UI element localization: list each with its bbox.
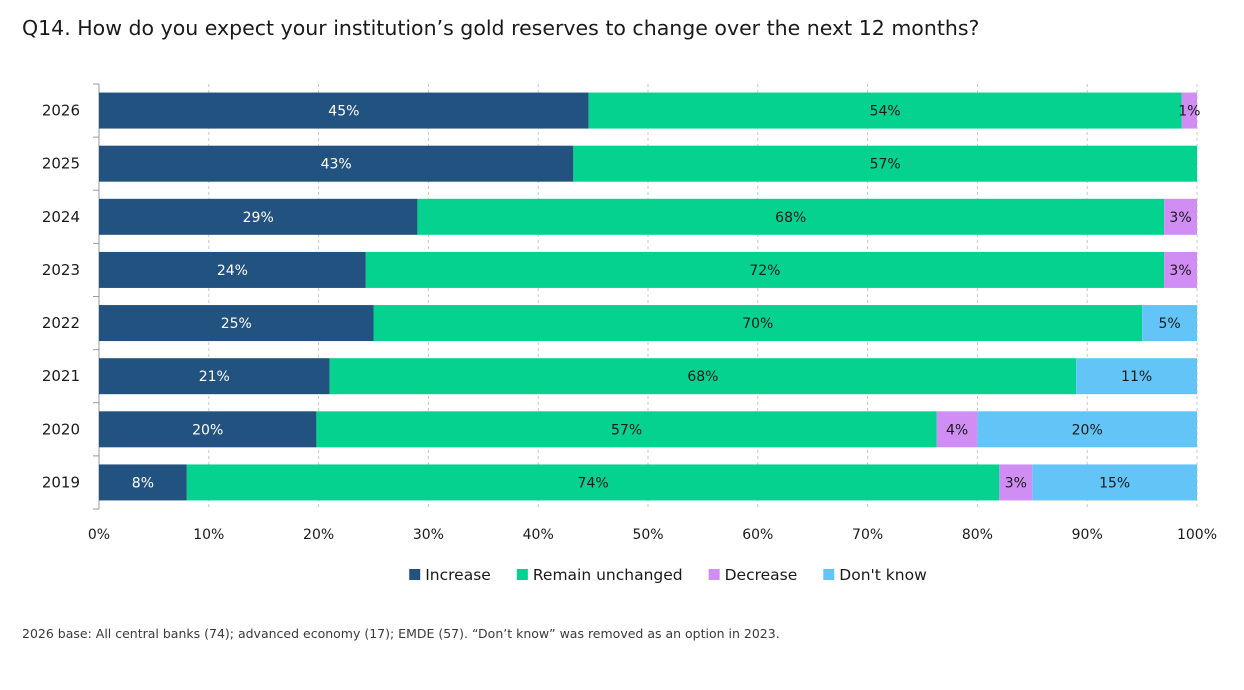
bar-segment: [99, 464, 187, 501]
bar-segment: [1181, 92, 1197, 129]
category-label: 2020: [42, 420, 80, 438]
legend-swatch: [823, 569, 835, 580]
data-label: 5%: [1158, 316, 1180, 332]
bar-segment: [936, 411, 978, 448]
category-label: 2026: [42, 102, 80, 120]
data-label: 3%: [1169, 263, 1191, 279]
category-label: 2025: [42, 155, 80, 173]
bar-segment: [588, 92, 1182, 129]
data-label: 3%: [1169, 210, 1191, 226]
data-label: 8%: [132, 475, 154, 491]
bar-segment: [99, 358, 330, 395]
data-label: 43%: [321, 157, 352, 173]
data-label: 15%: [1099, 475, 1130, 491]
x-tick-label: 20%: [303, 527, 334, 543]
legend-label: Decrease: [725, 566, 798, 584]
bar-segment: [1164, 198, 1197, 235]
legend-label: Don't know: [839, 566, 927, 584]
category-label: 2021: [42, 367, 80, 385]
bar-segment: [1142, 305, 1197, 342]
data-label: 11%: [1121, 369, 1152, 385]
data-label: 70%: [742, 316, 773, 332]
data-label: 74%: [578, 475, 609, 491]
legend-label: Remain unchanged: [533, 566, 683, 584]
bar-segment: [1164, 251, 1197, 288]
bar-segment: [99, 92, 589, 129]
bar-segment: [99, 145, 574, 182]
data-label: 68%: [775, 210, 806, 226]
category-label: 2019: [42, 473, 80, 491]
bar-segment: [365, 251, 1165, 288]
x-tick-label: 50%: [632, 527, 663, 543]
legend-swatch: [708, 569, 720, 580]
chart-title: Q14. How do you expect your institution’…: [22, 16, 980, 40]
footnote: 2026 base: All central banks (74); advan…: [22, 626, 780, 641]
data-label: 20%: [1072, 422, 1103, 438]
x-tick-label: 80%: [962, 527, 993, 543]
bar-segment: [373, 305, 1143, 342]
x-tick-label: 90%: [1072, 527, 1103, 543]
bar-segment: [573, 145, 1197, 182]
data-label: 20%: [192, 422, 223, 438]
data-label: 57%: [611, 422, 642, 438]
x-tick-label: 10%: [193, 527, 224, 543]
bar-segment: [999, 464, 1033, 501]
bar-segment: [1032, 464, 1197, 501]
bar-segment: [329, 358, 1077, 395]
data-label: 4%: [946, 422, 968, 438]
data-label: 24%: [217, 263, 248, 279]
data-label: 54%: [870, 104, 901, 120]
legend-swatch: [409, 569, 421, 580]
category-label: 2024: [42, 208, 80, 226]
legend-label: Increase: [425, 566, 491, 584]
bar-segment: [1076, 358, 1197, 395]
bar-segment: [99, 411, 317, 448]
bar-segment: [316, 411, 937, 448]
x-tick-label: 100%: [1177, 527, 1217, 543]
bar-segment: [186, 464, 1000, 501]
bar-segment: [99, 198, 418, 235]
legend-swatch: [516, 569, 528, 580]
data-label: 68%: [687, 369, 718, 385]
data-label: 72%: [749, 263, 780, 279]
data-label: 21%: [199, 369, 230, 385]
category-label: 2022: [42, 314, 80, 332]
bar-segment: [99, 251, 366, 288]
data-label: 25%: [221, 316, 252, 332]
x-tick-label: 40%: [523, 527, 554, 543]
data-label: 29%: [243, 210, 274, 226]
x-tick-label: 60%: [742, 527, 773, 543]
x-tick-label: 0%: [88, 527, 110, 543]
category-label: 2023: [42, 261, 80, 279]
bar-segment: [417, 198, 1165, 235]
data-label: 3%: [1005, 475, 1027, 491]
data-label: 45%: [328, 104, 359, 120]
x-tick-label: 30%: [413, 527, 444, 543]
data-label: 1%: [1178, 104, 1200, 120]
bar-segment: [99, 305, 374, 342]
x-tick-label: 70%: [852, 527, 883, 543]
data-label: 57%: [870, 157, 901, 173]
bar-segment: [977, 411, 1197, 448]
